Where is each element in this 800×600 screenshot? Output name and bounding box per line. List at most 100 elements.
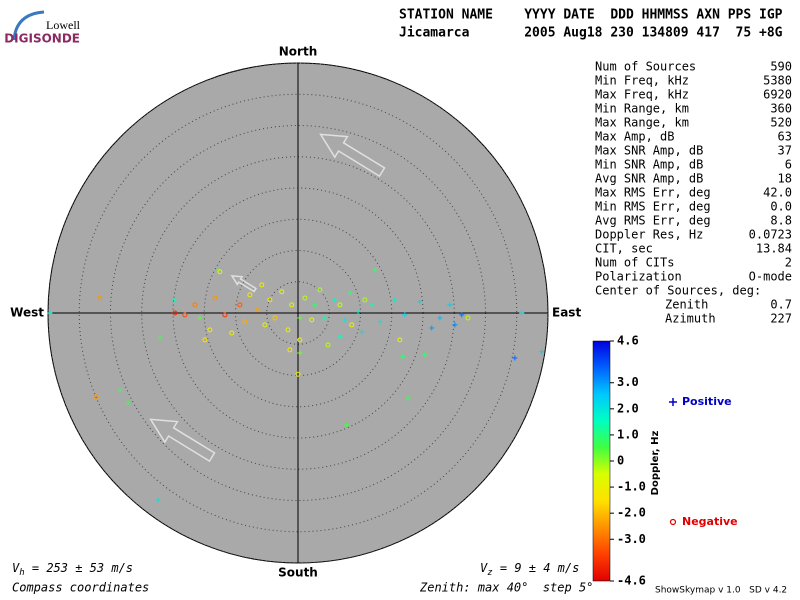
stat-label: Max SNR Amp, dB [595,144,703,158]
drift-arrow [230,275,257,293]
source-circle [397,337,403,343]
direction-label: North [279,45,317,59]
stat-value: 590 [770,60,792,74]
stat-label: Min RMS Err, deg [595,200,711,214]
source-plus [429,325,435,331]
vz-value: = 9 ± 4 m/s [493,561,580,575]
source-plus [459,312,465,318]
header-line: STATION NAME YYYY DATE DDD HHMMSS AXN PP… [399,8,783,23]
stat-label: Zenith [665,298,708,312]
colorbar-tick-label: 0 [617,454,624,468]
vz-symbol: V [480,561,488,575]
stat-label: Max Freq, kHz [595,88,689,102]
source-plus [355,309,361,315]
legend-marker [669,398,677,406]
stat-label: Polarization [595,270,682,284]
direction-label: West [10,306,44,320]
plot [47,62,549,564]
colorbar-tick-label: -4.6 [617,574,646,588]
colorbar-tick-label: 4.6 [617,334,639,348]
source-circle [259,282,265,288]
vh-text: Vh = 253 ± 53 m/s [12,561,133,578]
vz-text: Vz = 9 ± 4 m/s [480,561,579,578]
stat-value: 520 [770,116,792,130]
stat-label: Num of CITs [595,256,674,270]
source-plus [392,297,398,303]
stat-value: 0.0723 [749,228,792,242]
stat-value: 2 [785,256,792,270]
source-circle [247,292,253,298]
source-circle [289,302,295,308]
stat-label: Avg SNR Amp, dB [595,172,703,186]
header-line: Jicamarca 2005 Aug18 230 134809 417 75 +… [399,26,783,41]
source-plus [197,315,203,321]
direction-label: East [552,306,581,320]
source-plus [539,349,545,355]
stat-value: 42.0 [763,186,792,200]
source-plus [125,400,131,406]
source-circle [272,315,278,321]
legend-label: Negative [682,515,738,528]
source-plus [117,387,123,393]
vh-sub: h [19,568,24,578]
stat-value: 5380 [763,74,792,88]
source-plus [447,302,453,308]
source-circle [217,269,223,275]
source-circle [192,302,198,308]
colorbar-tick-label: 1.0 [617,427,639,441]
colorbar-tick-label: -3.0 [617,532,646,546]
stat-label: Max RMS Err, deg [595,186,711,200]
source-plus [47,310,53,316]
coords-text: Compass coordinates [12,581,149,595]
source-circle [465,315,471,321]
logo-swoosh [12,10,45,41]
source-circle [262,322,268,328]
stat-value: 0.7 [770,298,792,312]
stat-value: 6 [785,158,792,172]
source-circle [317,287,323,293]
source-plus [437,315,443,321]
source-circle [212,295,218,301]
source-circle [93,394,99,400]
legend-label: Positive [682,395,732,408]
source-plus [369,302,375,308]
source-circle [242,319,248,325]
source-circle [172,310,178,316]
source-plus [359,329,365,335]
stat-label: Doppler Res, Hz [595,228,703,242]
vz-sub: z [487,568,492,578]
source-plus [422,352,428,358]
stat-label: Min Freq, kHz [595,74,689,88]
source-circle [325,342,331,348]
stat-value: 37 [778,144,792,158]
source-circle [309,317,315,323]
stat-value: O-mode [749,270,792,284]
source-circle [285,327,291,333]
source-circle [255,307,261,313]
colorbar-label: Doppler, Hz [650,431,661,496]
colorbar-tick-label: 3.0 [617,375,639,389]
drift-arrow [149,418,216,463]
source-plus [337,334,343,340]
source-circle [362,297,368,303]
source-plus [402,312,408,318]
source-plus [297,350,303,356]
source-circle [182,312,188,318]
stat-label: CIT, sec [595,242,653,256]
zenith-text: Zenith: max 40° step 5° [419,581,593,595]
source-circle [207,327,213,333]
stat-label: Min Range, km [595,102,689,116]
source-plus [512,355,518,361]
colorbar [592,340,611,582]
vh-symbol: V [12,561,20,575]
source-plus [312,302,318,308]
stat-label: Center of Sources, deg: [595,284,761,298]
direction-label: South [278,566,318,580]
source-circle [222,312,228,318]
source-plus [372,267,378,273]
source-plus [400,354,406,360]
source-plus [452,322,458,328]
colorbar-tick-label: 2.0 [617,401,639,415]
colorbar-tick-label: -2.0 [617,506,646,520]
